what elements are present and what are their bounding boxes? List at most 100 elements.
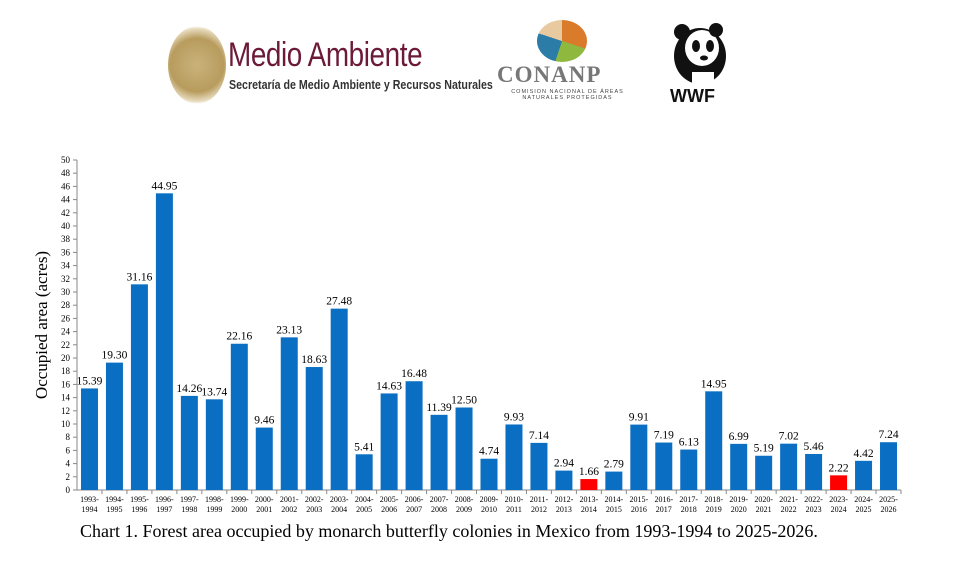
data-label: 7.14 bbox=[529, 430, 549, 442]
x-tick-label: 2021 bbox=[756, 505, 772, 514]
y-tick-label: 46 bbox=[61, 181, 71, 191]
x-tick-label: 2020- bbox=[754, 495, 773, 504]
x-tick-label: 2021- bbox=[779, 495, 798, 504]
x-tick-label: 2024 bbox=[831, 505, 847, 514]
y-tick-label: 6 bbox=[66, 445, 71, 455]
x-tick-label: 2007 bbox=[406, 505, 422, 514]
x-tick-label: 2023 bbox=[806, 505, 822, 514]
y-tick-label: 14 bbox=[61, 393, 71, 403]
y-tick-label: 10 bbox=[61, 419, 71, 429]
data-label: 4.42 bbox=[853, 448, 873, 460]
bar bbox=[830, 475, 848, 490]
data-label: 14.63 bbox=[376, 380, 402, 392]
data-label: 12.50 bbox=[451, 395, 477, 407]
x-tick-label: 1994 bbox=[81, 505, 97, 514]
semarnat-subtitle: Secretaría de Medio Ambiente y Recursos … bbox=[229, 77, 493, 92]
data-label: 31.16 bbox=[126, 271, 152, 283]
x-tick-label: 2022 bbox=[781, 505, 797, 514]
bar bbox=[205, 399, 223, 490]
data-label: 15.39 bbox=[77, 375, 103, 387]
data-label: 44.95 bbox=[151, 180, 177, 192]
x-tick-label: 2004 bbox=[331, 505, 347, 514]
data-label: 9.93 bbox=[504, 411, 524, 423]
bar bbox=[630, 424, 648, 490]
y-tick-label: 8 bbox=[66, 432, 71, 442]
bar bbox=[855, 460, 873, 490]
y-tick-label: 26 bbox=[61, 313, 71, 323]
data-label: 4.74 bbox=[479, 446, 499, 458]
data-label: 14.26 bbox=[176, 383, 202, 395]
data-label: 16.48 bbox=[401, 368, 427, 380]
x-tick-label: 2005 bbox=[356, 505, 372, 514]
x-tick-label: 1994- bbox=[105, 495, 124, 504]
y-tick-label: 44 bbox=[61, 195, 71, 205]
x-tick-label: 2018- bbox=[704, 495, 723, 504]
x-tick-label: 1999- bbox=[230, 495, 249, 504]
bar bbox=[580, 479, 598, 490]
bar bbox=[380, 393, 398, 490]
y-tick-label: 18 bbox=[61, 366, 71, 376]
x-tick-label: 1993- bbox=[80, 495, 99, 504]
bar bbox=[730, 443, 748, 490]
bar bbox=[430, 414, 448, 490]
x-tick-label: 2004- bbox=[355, 495, 374, 504]
y-tick-label: 22 bbox=[61, 340, 70, 350]
x-tick-label: 1996- bbox=[155, 495, 174, 504]
x-tick-label: 2008- bbox=[455, 495, 474, 504]
bar bbox=[530, 442, 548, 490]
bar bbox=[180, 395, 198, 490]
y-tick-label: 34 bbox=[61, 261, 71, 271]
data-label: 6.99 bbox=[729, 431, 749, 443]
bar bbox=[330, 308, 348, 490]
x-tick-label: 1997 bbox=[156, 505, 172, 514]
x-tick-label: 2016 bbox=[631, 505, 647, 514]
x-tick-label: 2006- bbox=[405, 495, 424, 504]
y-tick-label: 38 bbox=[61, 234, 71, 244]
x-tick-label: 2015 bbox=[606, 505, 622, 514]
x-tick-label: 2000- bbox=[255, 495, 274, 504]
bar bbox=[130, 284, 148, 490]
wwf-title: WWF bbox=[670, 86, 715, 106]
y-tick-label: 36 bbox=[61, 247, 71, 257]
bar bbox=[805, 453, 823, 490]
data-label: 7.24 bbox=[878, 429, 898, 441]
x-tick-label: 2001- bbox=[280, 495, 299, 504]
x-tick-label: 1997- bbox=[180, 495, 199, 504]
conanp-title: CONANP bbox=[497, 62, 602, 87]
y-tick-label: 48 bbox=[61, 168, 71, 178]
x-tick-label: 2007- bbox=[430, 495, 449, 504]
x-tick-label: 2015- bbox=[629, 495, 648, 504]
x-tick-label: 2002- bbox=[305, 495, 324, 504]
x-tick-label: 2003 bbox=[306, 505, 322, 514]
x-tick-label: 2012- bbox=[555, 495, 574, 504]
bars: 15.39 19.30 31.16 44.95 14.26 13.74 22.16 9.46 2… bbox=[77, 180, 899, 490]
bar bbox=[105, 362, 123, 490]
x-tick-label: 1995 bbox=[106, 505, 122, 514]
x-tick-label: 2013- bbox=[580, 495, 599, 504]
x-tick-label: 2026 bbox=[881, 505, 897, 514]
x-tick-label: 2005- bbox=[380, 495, 399, 504]
logo-bar: Medio Ambiente Secretaría de Medio Ambie… bbox=[0, 18, 970, 108]
y-tick-label: 40 bbox=[61, 221, 71, 231]
conanp-emblem-icon bbox=[537, 20, 587, 62]
chart-caption: Chart 1. Forest area occupied by monarch… bbox=[80, 521, 818, 541]
x-tick-label: 2017- bbox=[679, 495, 698, 504]
bar bbox=[755, 455, 773, 490]
bar bbox=[305, 367, 323, 490]
x-tick-label: 2025 bbox=[856, 505, 872, 514]
data-label: 2.79 bbox=[604, 459, 624, 471]
x-tick-label: 2012 bbox=[531, 505, 547, 514]
y-axis: 0246810121416182022242628303234363840424… bbox=[61, 155, 78, 495]
x-tick-label: 2017 bbox=[656, 505, 672, 514]
x-tick-label: 2023- bbox=[829, 495, 848, 504]
x-tick-label: 2018 bbox=[681, 505, 697, 514]
x-tick-label: 2022- bbox=[804, 495, 823, 504]
x-tick-label: 2000 bbox=[231, 505, 247, 514]
data-label: 27.48 bbox=[326, 296, 352, 308]
x-tick-label: 2011- bbox=[530, 495, 549, 504]
data-label: 23.13 bbox=[276, 324, 302, 336]
data-label: 9.91 bbox=[629, 412, 649, 424]
data-label: 19.30 bbox=[102, 350, 128, 362]
data-label: 6.13 bbox=[679, 437, 699, 449]
data-label: 13.74 bbox=[201, 386, 227, 398]
